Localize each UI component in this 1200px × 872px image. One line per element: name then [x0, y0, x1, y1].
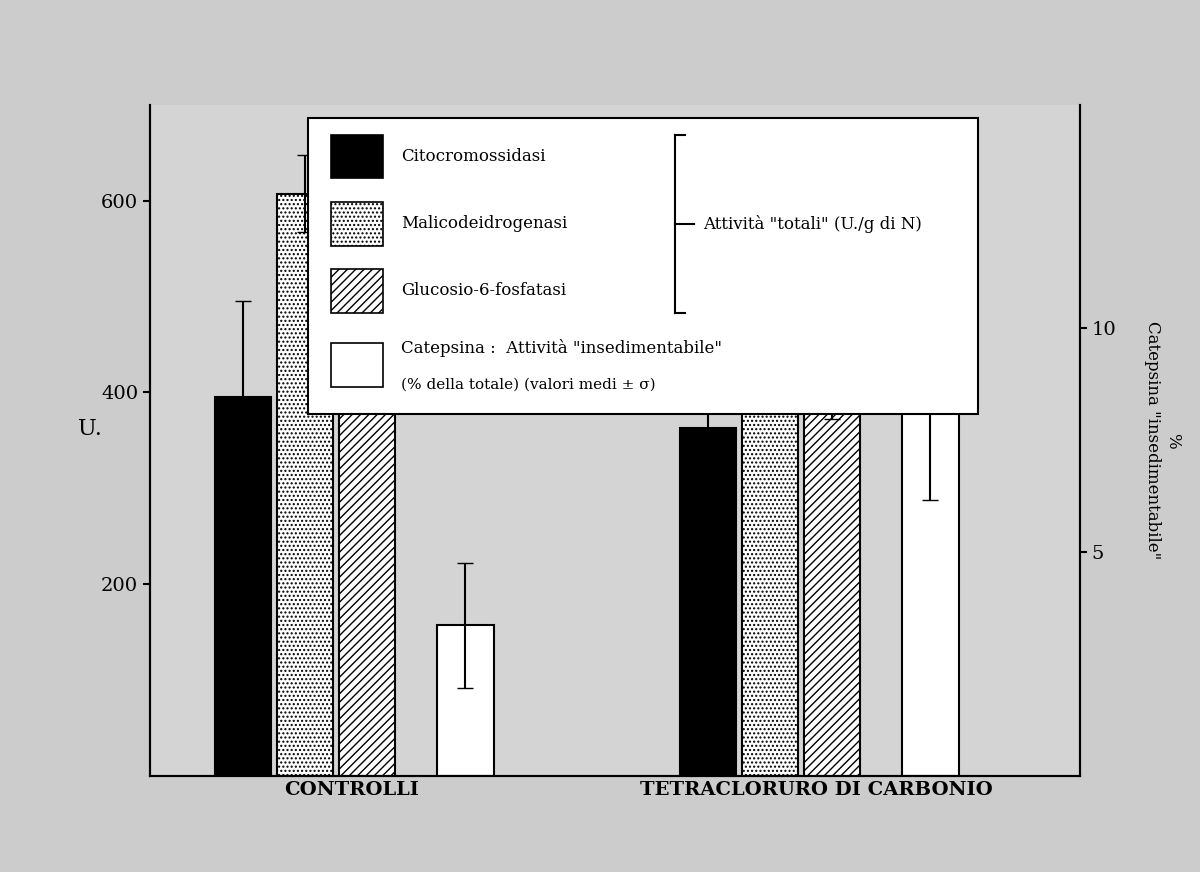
Y-axis label: %
Catepsina "insedimentabile": % Catepsina "insedimentabile": [1145, 321, 1181, 560]
FancyBboxPatch shape: [331, 343, 383, 386]
FancyBboxPatch shape: [331, 135, 383, 179]
Text: Catepsina :  Attività "insedimentabile": Catepsina : Attività "insedimentabile": [401, 339, 722, 357]
Text: (% della totale) (valori medi ± σ): (% della totale) (valori medi ± σ): [401, 378, 655, 392]
Text: Citocromossidasi: Citocromossidasi: [401, 148, 546, 165]
Bar: [437, 625, 493, 776]
Y-axis label: U.: U.: [78, 419, 102, 440]
Bar: [679, 428, 737, 776]
Text: Malicodeidrogenasi: Malicodeidrogenasi: [401, 215, 568, 232]
Bar: [276, 194, 334, 776]
Text: Attività "totali" (U./g di N): Attività "totali" (U./g di N): [703, 215, 923, 233]
Bar: [901, 397, 959, 776]
FancyBboxPatch shape: [308, 118, 978, 413]
Bar: [215, 397, 271, 776]
FancyBboxPatch shape: [331, 202, 383, 246]
Bar: [338, 231, 396, 776]
Bar: [804, 347, 860, 776]
FancyBboxPatch shape: [331, 269, 383, 313]
Text: Glucosio-6-fosfatasi: Glucosio-6-fosfatasi: [401, 283, 566, 299]
Bar: [742, 309, 798, 776]
